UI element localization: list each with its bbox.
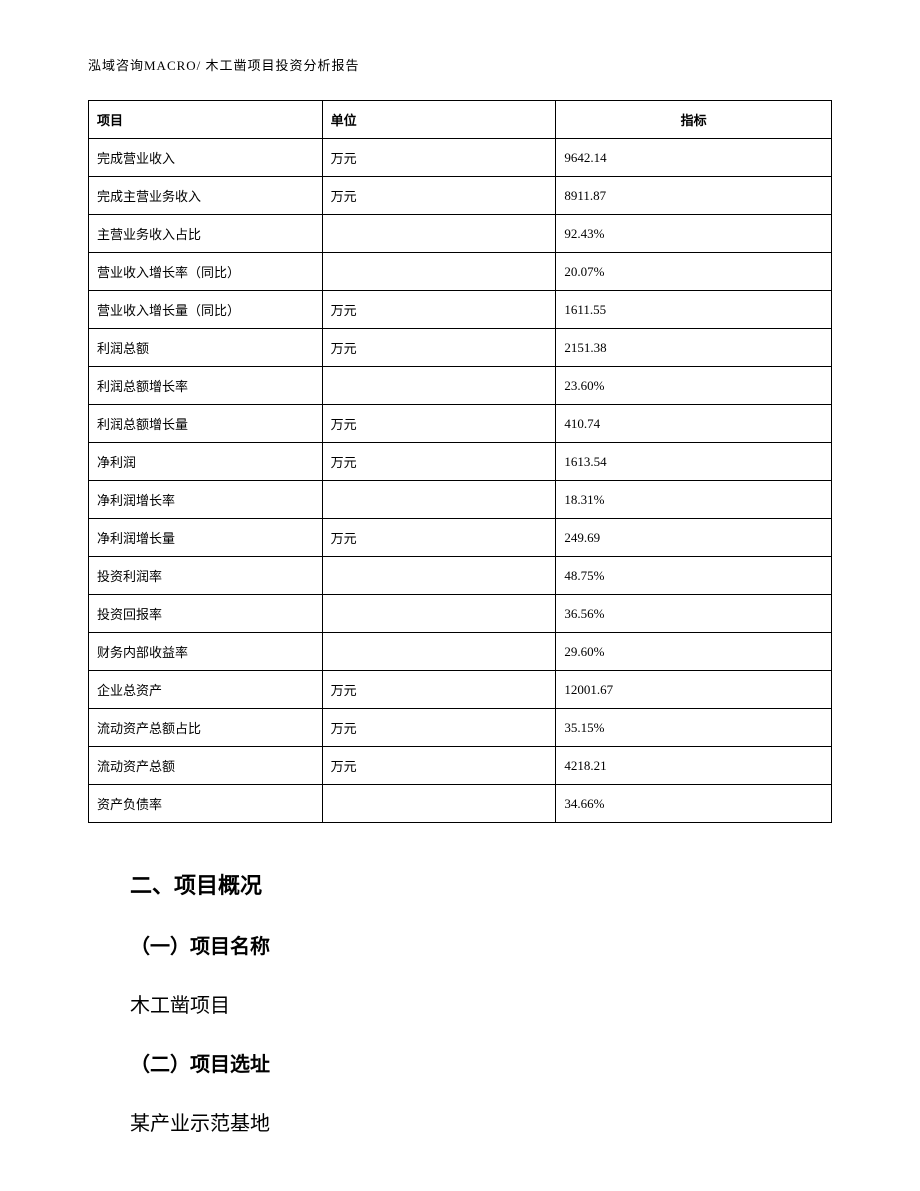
cell: 万元 bbox=[322, 519, 556, 557]
table-row: 资产负债率 34.66% bbox=[89, 785, 832, 823]
table-row: 利润总额万元2151.38 bbox=[89, 329, 832, 367]
cell: 8911.87 bbox=[556, 177, 832, 215]
cell: 企业总资产 bbox=[89, 671, 323, 709]
project-location-text: 某产业示范基地 bbox=[130, 1107, 832, 1136]
table-row: 投资回报率 36.56% bbox=[89, 595, 832, 633]
table-row: 净利润增长量万元249.69 bbox=[89, 519, 832, 557]
cell: 营业收入增长率（同比） bbox=[89, 253, 323, 291]
cell: 35.15% bbox=[556, 709, 832, 747]
cell: 资产负债率 bbox=[89, 785, 323, 823]
cell bbox=[322, 557, 556, 595]
sub-heading-project-location: （二）项目选址 bbox=[130, 1048, 832, 1077]
cell: 万元 bbox=[322, 709, 556, 747]
col-header-value: 指标 bbox=[556, 101, 832, 139]
table-row: 利润总额增长率 23.60% bbox=[89, 367, 832, 405]
col-header-project: 项目 bbox=[89, 101, 323, 139]
cell: 1611.55 bbox=[556, 291, 832, 329]
col-header-unit: 单位 bbox=[322, 101, 556, 139]
cell: 财务内部收益率 bbox=[89, 633, 323, 671]
table-row: 净利润万元1613.54 bbox=[89, 443, 832, 481]
cell: 万元 bbox=[322, 177, 556, 215]
cell: 48.75% bbox=[556, 557, 832, 595]
table-row: 流动资产总额万元4218.21 bbox=[89, 747, 832, 785]
table-row: 财务内部收益率 29.60% bbox=[89, 633, 832, 671]
cell: 92.43% bbox=[556, 215, 832, 253]
page-header: 泓域咨询MACRO/ 木工凿项目投资分析报告 bbox=[88, 55, 360, 74]
cell: 万元 bbox=[322, 329, 556, 367]
cell: 12001.67 bbox=[556, 671, 832, 709]
cell: 万元 bbox=[322, 671, 556, 709]
table-row: 主营业务收入占比 92.43% bbox=[89, 215, 832, 253]
table-row: 流动资产总额占比万元35.15% bbox=[89, 709, 832, 747]
table-body: 完成营业收入万元9642.14 完成主营业务收入万元8911.87 主营业务收入… bbox=[89, 139, 832, 823]
cell: 万元 bbox=[322, 139, 556, 177]
cell: 完成主营业务收入 bbox=[89, 177, 323, 215]
table-row: 利润总额增长量万元410.74 bbox=[89, 405, 832, 443]
cell: 主营业务收入占比 bbox=[89, 215, 323, 253]
table-row: 投资利润率 48.75% bbox=[89, 557, 832, 595]
cell: 利润总额增长率 bbox=[89, 367, 323, 405]
cell: 营业收入增长量（同比） bbox=[89, 291, 323, 329]
table-row: 营业收入增长率（同比） 20.07% bbox=[89, 253, 832, 291]
table-row: 完成主营业务收入万元8911.87 bbox=[89, 177, 832, 215]
cell: 34.66% bbox=[556, 785, 832, 823]
project-name-text: 木工凿项目 bbox=[130, 989, 832, 1018]
cell bbox=[322, 481, 556, 519]
cell: 万元 bbox=[322, 443, 556, 481]
cell bbox=[322, 367, 556, 405]
cell: 1613.54 bbox=[556, 443, 832, 481]
cell bbox=[322, 253, 556, 291]
cell: 净利润增长率 bbox=[89, 481, 323, 519]
cell: 410.74 bbox=[556, 405, 832, 443]
cell: 18.31% bbox=[556, 481, 832, 519]
cell: 投资回报率 bbox=[89, 595, 323, 633]
cell: 29.60% bbox=[556, 633, 832, 671]
cell: 完成营业收入 bbox=[89, 139, 323, 177]
main-content: 项目 单位 指标 完成营业收入万元9642.14 完成主营业务收入万元8911.… bbox=[88, 100, 832, 1136]
cell: 万元 bbox=[322, 747, 556, 785]
cell bbox=[322, 785, 556, 823]
cell bbox=[322, 215, 556, 253]
cell: 249.69 bbox=[556, 519, 832, 557]
cell bbox=[322, 633, 556, 671]
cell: 投资利润率 bbox=[89, 557, 323, 595]
cell: 利润总额增长量 bbox=[89, 405, 323, 443]
table-row: 企业总资产万元12001.67 bbox=[89, 671, 832, 709]
cell: 万元 bbox=[322, 405, 556, 443]
cell: 流动资产总额 bbox=[89, 747, 323, 785]
cell: 9642.14 bbox=[556, 139, 832, 177]
table-row: 营业收入增长量（同比）万元1611.55 bbox=[89, 291, 832, 329]
cell: 4218.21 bbox=[556, 747, 832, 785]
cell: 万元 bbox=[322, 291, 556, 329]
cell: 净利润增长量 bbox=[89, 519, 323, 557]
cell: 利润总额 bbox=[89, 329, 323, 367]
financial-table: 项目 单位 指标 完成营业收入万元9642.14 完成主营业务收入万元8911.… bbox=[88, 100, 832, 823]
cell: 2151.38 bbox=[556, 329, 832, 367]
sub-heading-project-name: （一）项目名称 bbox=[130, 930, 832, 959]
section-heading-overview: 二、项目概况 bbox=[130, 868, 832, 900]
cell bbox=[322, 595, 556, 633]
table-row: 完成营业收入万元9642.14 bbox=[89, 139, 832, 177]
header-text: 泓域咨询MACRO/ 木工凿项目投资分析报告 bbox=[88, 58, 360, 73]
cell: 流动资产总额占比 bbox=[89, 709, 323, 747]
cell: 20.07% bbox=[556, 253, 832, 291]
table-row: 净利润增长率 18.31% bbox=[89, 481, 832, 519]
cell: 净利润 bbox=[89, 443, 323, 481]
cell: 23.60% bbox=[556, 367, 832, 405]
cell: 36.56% bbox=[556, 595, 832, 633]
table-header-row: 项目 单位 指标 bbox=[89, 101, 832, 139]
